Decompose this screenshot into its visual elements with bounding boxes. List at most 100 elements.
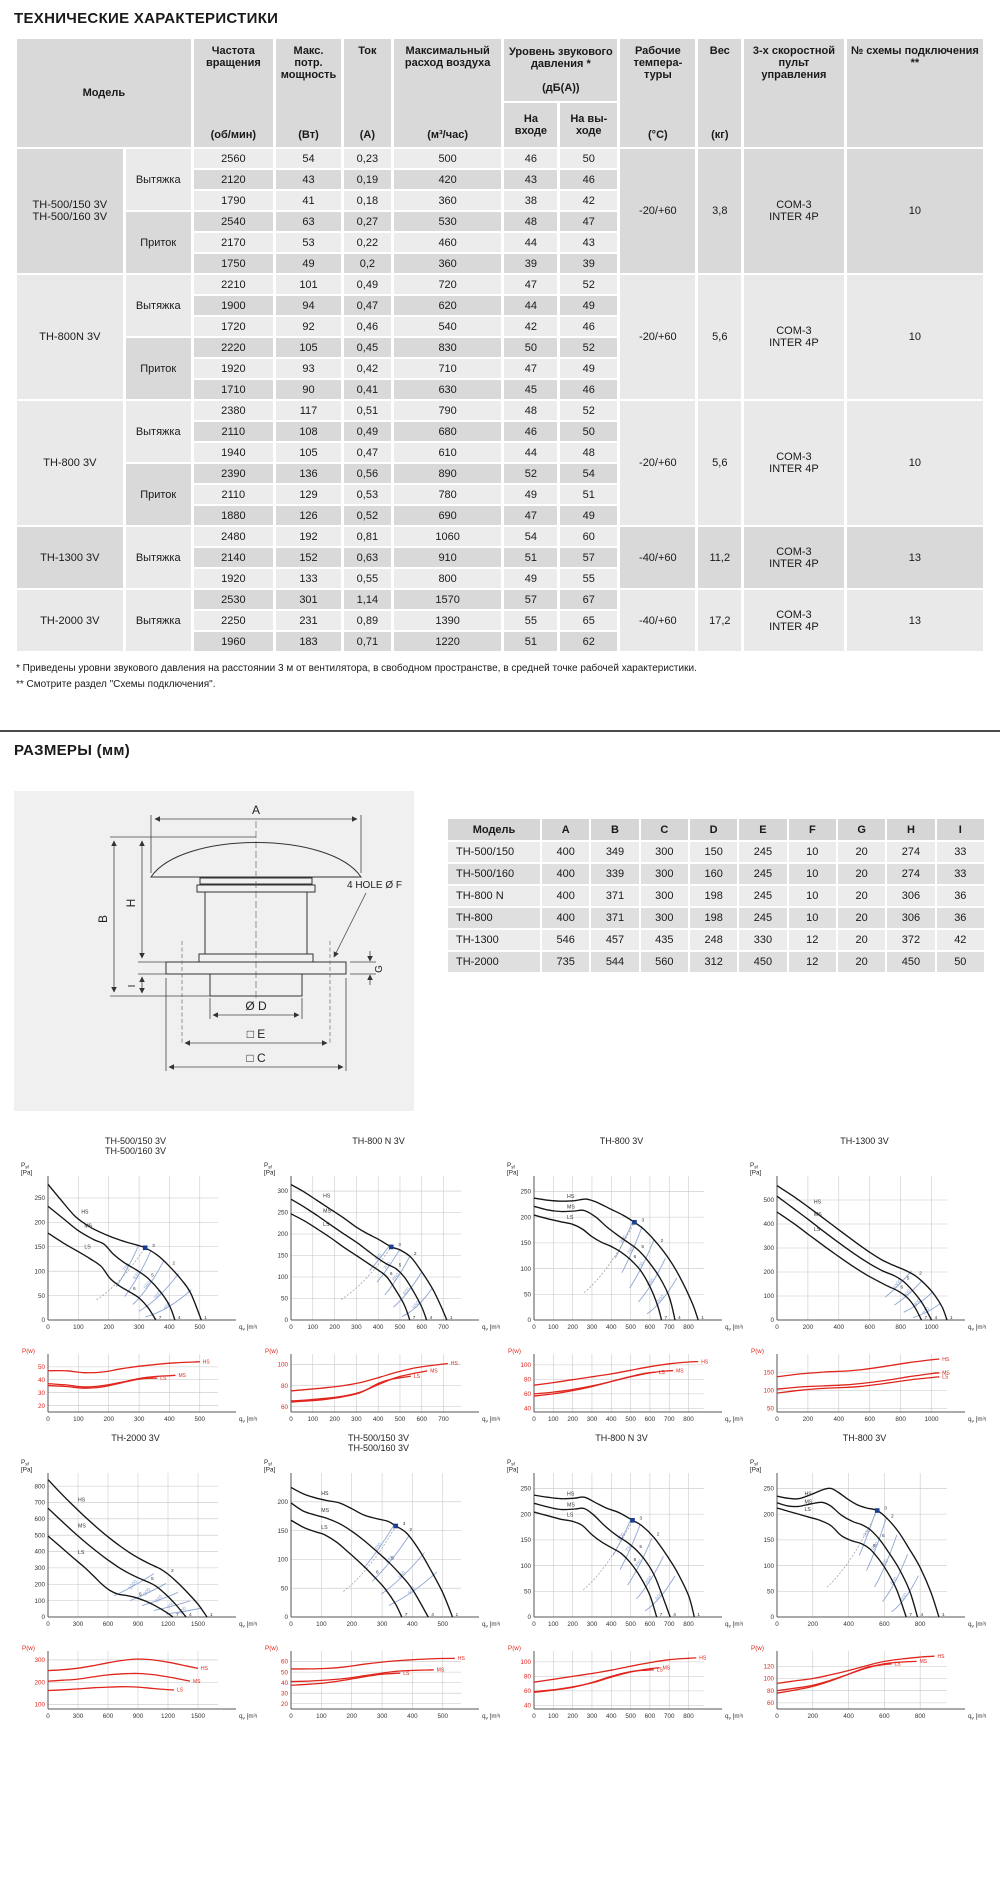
dims-value-cell: 400 (542, 908, 590, 928)
svg-text:100: 100 (520, 1362, 531, 1369)
svg-text:MS: MS (676, 1368, 684, 1374)
svg-text:500: 500 (625, 1713, 636, 1720)
svg-text:Psf: Psf (507, 1162, 516, 1170)
value-cell: 540 (393, 317, 502, 336)
chart-cell: TH-800 3V 0 200 400 600 800 0 50 100 150 200 250 qv … (743, 1433, 986, 1731)
svg-text:150: 150 (763, 1537, 774, 1544)
value-cell: 0,49 (344, 422, 391, 441)
svg-text:300: 300 (587, 1621, 598, 1628)
value-cell: 52 (560, 275, 618, 294)
svg-text:500: 500 (438, 1621, 449, 1628)
value-cell: 43 (275, 170, 342, 189)
svg-text:900: 900 (133, 1713, 144, 1720)
value-cell: 51 (504, 632, 558, 651)
value-cell: 1920 (193, 359, 273, 378)
svg-text:100: 100 (548, 1621, 559, 1628)
mode-cell: Приток (125, 464, 191, 525)
svg-text:LS: LS (321, 1525, 328, 1531)
dims-model-cell: TH-800 (448, 908, 540, 928)
value-cell: 42 (560, 191, 618, 210)
svg-text:400: 400 (164, 1324, 175, 1331)
svg-text:100: 100 (316, 1713, 327, 1720)
svg-text:LS: LS (804, 1507, 811, 1513)
svg-text:600: 600 (34, 1516, 45, 1523)
svg-text:0: 0 (775, 1416, 779, 1423)
svg-text:P(w): P(w) (22, 1348, 35, 1355)
svg-text:300: 300 (587, 1713, 598, 1720)
spec-row: 2110 108 0,49 680 46 50 (17, 422, 983, 441)
dimensions-section: A B H I G 4 HOLE Ø F Ø D □ E □ C Модель A… (14, 773, 986, 1111)
dims-value-cell: 400 (542, 886, 590, 906)
value-cell: 44 (504, 233, 558, 252)
value-cell: 52 (560, 401, 618, 420)
chart-title: TH-1300 3V (840, 1136, 889, 1146)
svg-text:0: 0 (41, 1614, 45, 1621)
svg-text:60: 60 (281, 1659, 289, 1666)
header-col-0: Частота вращения (об/мин) (193, 39, 273, 147)
dims-model-cell: TH-1300 (448, 930, 540, 950)
svg-text:100: 100 (316, 1621, 327, 1628)
header-sub-1: На вы-ходе (560, 103, 618, 147)
value-cell: 45 (504, 380, 558, 399)
value-cell: 133 (275, 569, 342, 588)
svg-text:5: 5 (882, 1533, 885, 1539)
svg-text:150: 150 (277, 1528, 288, 1535)
value-cell: 152 (275, 548, 342, 567)
temp-cell: -40/+60 (620, 527, 696, 588)
dims-row: TH-800 400 371 300 198 245 10 20 306 36 (448, 908, 984, 928)
svg-text:150: 150 (763, 1369, 774, 1376)
dimension-lines (110, 815, 376, 1071)
value-cell: 41 (275, 191, 342, 210)
chart-title: TH-800 3V (599, 1136, 644, 1146)
svg-text:300: 300 (587, 1416, 598, 1423)
svg-text:6: 6 (133, 1286, 136, 1292)
footnote-2: ** Смотрите раздел "Схемы подключения". (16, 678, 216, 690)
svg-text:100: 100 (34, 1598, 45, 1605)
svg-text:250: 250 (34, 1195, 45, 1202)
svg-text:800: 800 (895, 1416, 906, 1423)
svg-text:100: 100 (763, 1676, 774, 1683)
weight-cell: 17,2 (698, 590, 742, 651)
svg-text:HS: HS (81, 1210, 89, 1216)
value-cell: 0,53 (344, 485, 391, 504)
power-chart: 0 200 400 600 800 1000 50 100 150 qv [m³/h] P(w) HS… (751, 1348, 986, 1425)
svg-text:6: 6 (376, 1570, 379, 1576)
remote-cell: COM-3 INTER 4P (744, 401, 844, 525)
svg-text:400: 400 (164, 1416, 175, 1423)
svg-text:300: 300 (73, 1713, 84, 1720)
dimension-labels: A B H I G 4 HOLE Ø F Ø D □ E □ C (96, 803, 402, 1065)
value-cell: 690 (393, 506, 502, 525)
svg-text:700: 700 (166, 1600, 176, 1610)
power-chart: 0 300 600 900 1200 1500 100 200 300 qv [m³/h] P(w)… (22, 1645, 257, 1722)
value-cell: 890 (393, 464, 502, 483)
dims-value-cell: 371 (591, 886, 639, 906)
power-chart: 0 100 200 300 400 500 20 30 40 50 60 qv [m³/h] P(w) H… (265, 1645, 500, 1722)
svg-text:700: 700 (438, 1416, 449, 1423)
svg-text:100: 100 (520, 1659, 531, 1666)
svg-text:560: 560 (397, 1570, 407, 1580)
chart-title: TH-2000 3V (111, 1433, 160, 1443)
dims-header: A (542, 819, 590, 840)
svg-text:500: 500 (153, 1290, 163, 1300)
value-cell: 0,81 (344, 527, 391, 546)
dims-value-cell: 245 (739, 886, 787, 906)
value-cell: 800 (393, 569, 502, 588)
svg-text:1000: 1000 (925, 1324, 940, 1331)
value-cell: 1,14 (344, 590, 391, 609)
svg-text:800: 800 (871, 1541, 881, 1551)
spec-row: TH-500/150 3V TH-500/160 3V Вытяжка 2560 54… (17, 149, 983, 273)
svg-text:600: 600 (879, 1713, 890, 1720)
value-cell: 60 (560, 527, 618, 546)
svg-text:200: 200 (567, 1324, 578, 1331)
value-cell: 126 (275, 506, 342, 525)
value-cell: 2480 (193, 527, 273, 546)
value-cell: 44 (504, 443, 558, 462)
svg-text:LS: LS (567, 1215, 574, 1221)
weight-cell: 3,8 (698, 149, 742, 273)
value-cell: 46 (560, 317, 618, 336)
svg-text:P(w): P(w) (265, 1645, 278, 1652)
chart-cell: TH-500/150 3V TH-500/160 3V 0 100 200 300 400… (14, 1136, 257, 1434)
value-cell: 2140 (193, 548, 273, 567)
header-col-2: Ток (А) (344, 39, 391, 147)
svg-text:0: 0 (46, 1621, 50, 1628)
